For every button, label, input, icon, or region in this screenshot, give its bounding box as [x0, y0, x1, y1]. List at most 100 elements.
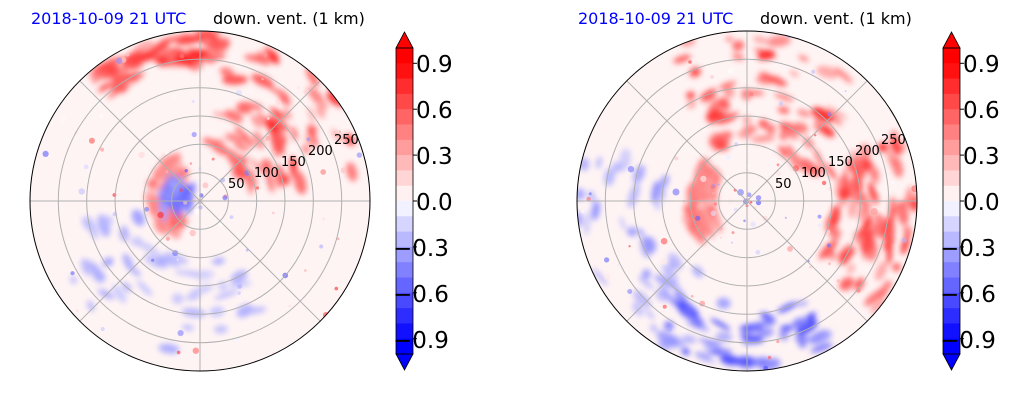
grid-spoke-225 [79, 200, 201, 322]
radial-tick-label-200: 200 [308, 144, 333, 159]
speckle [772, 151, 778, 157]
speckle [184, 169, 188, 173]
negative-blob [682, 334, 697, 344]
negative-blob [681, 347, 690, 356]
speckle [747, 164, 750, 168]
positive-blob [251, 73, 274, 88]
positive-blob [850, 165, 859, 181]
positive-blob [308, 123, 318, 148]
speckle [265, 137, 269, 142]
speckle [710, 74, 714, 79]
negative-blob [707, 348, 733, 355]
positive-blob [686, 99, 696, 109]
negative-blob [171, 199, 182, 218]
speckle [157, 211, 164, 219]
colorbar-level [396, 201, 413, 217]
negative-blob [213, 290, 239, 300]
speckle [700, 175, 707, 183]
speckle [672, 188, 680, 196]
speckle [177, 330, 184, 337]
speckle [660, 257, 668, 265]
speckle [743, 219, 746, 223]
positive-blob [891, 156, 904, 178]
colorbar-level [396, 78, 413, 95]
positive-blob [91, 67, 108, 84]
positive-blob [709, 111, 727, 125]
negative-blob [619, 216, 626, 231]
positive-blob [870, 299, 886, 314]
speckle [220, 177, 226, 183]
colorbar-level [396, 139, 413, 156]
positive-blob [290, 126, 298, 141]
speckle [235, 338, 240, 342]
colorbar-tick-marks [960, 62, 964, 340]
positive-blob [293, 171, 307, 195]
positive-blob [246, 170, 255, 196]
radial-tick-label-50: 50 [228, 177, 245, 192]
positive-blob [272, 87, 288, 96]
colorbar-level [943, 338, 960, 355]
speckle [717, 183, 720, 186]
negative-blob [632, 290, 651, 308]
negative-blob [642, 269, 651, 279]
positive-blob [825, 105, 848, 120]
negative-blob [780, 324, 794, 332]
speckle [165, 236, 170, 241]
speckle [787, 246, 793, 252]
grid-spoke-45 [199, 80, 321, 202]
positive-blob [310, 91, 328, 111]
positive-blob [267, 53, 280, 64]
radial-tick-label-100: 100 [801, 166, 826, 181]
colorbar-level [396, 124, 413, 141]
speckle [88, 137, 95, 144]
speckle [695, 215, 701, 221]
positive-blob [830, 205, 841, 227]
positive-blob [159, 223, 168, 236]
speckle [870, 208, 878, 215]
negative-blob [792, 317, 809, 328]
positive-blob [816, 65, 839, 79]
positive-blob [167, 217, 182, 239]
negative-blob [716, 297, 731, 309]
colorbar-swatches [395, 31, 414, 371]
grid-spoke-45 [746, 80, 868, 202]
speckle [750, 221, 756, 227]
colorbar-tick-label-neg-0.9: −0.9 [940, 328, 996, 354]
speckle [296, 86, 300, 90]
negative-blob [163, 183, 168, 200]
radial-tick-label-150: 150 [828, 155, 853, 170]
speckle [776, 339, 780, 344]
negative-blob [654, 199, 661, 211]
speckle [288, 305, 291, 308]
negative-blob [710, 318, 731, 331]
colorbar-tick-marks [413, 62, 417, 340]
positive-blob [284, 174, 290, 186]
panel-right: 2018-10-09 21 UTC down. vent. (1 km) 50 … [576, 9, 1000, 372]
speckle [222, 195, 228, 201]
positive-blob [268, 115, 290, 131]
positive-blob [858, 218, 872, 238]
positive-blob [766, 35, 791, 47]
variable-label: down. vent. (1 km) [213, 9, 365, 28]
speckle [237, 291, 241, 295]
speckle [138, 151, 145, 159]
speckle [267, 170, 270, 173]
positive-blob [900, 141, 907, 152]
positive-blob [346, 162, 358, 182]
negative-blob [619, 148, 631, 171]
speckle [682, 199, 688, 205]
colorbar-level [943, 78, 960, 95]
colorbar-level [943, 109, 960, 125]
positive-blob [97, 82, 112, 93]
positive-blob [900, 235, 910, 255]
speckle [99, 113, 104, 118]
colorbar-tick-label-0.6: 0.6 [416, 98, 453, 124]
colorbar-level [943, 308, 960, 324]
colorbar-level [943, 246, 960, 263]
negative-blob [214, 325, 228, 334]
speckle [151, 258, 155, 262]
speckle [271, 211, 275, 215]
negative-blob [807, 317, 816, 326]
speckle [746, 257, 751, 261]
